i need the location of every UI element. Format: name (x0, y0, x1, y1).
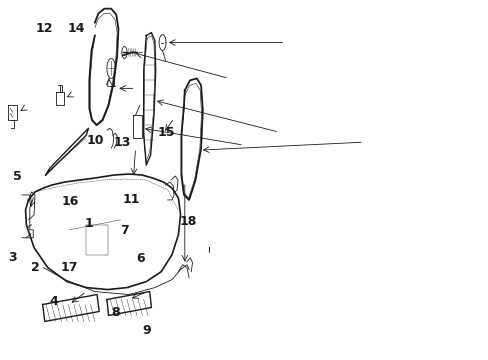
Text: 17: 17 (61, 261, 79, 274)
Text: 10: 10 (86, 134, 103, 147)
Text: 13: 13 (113, 136, 131, 149)
Text: 15: 15 (158, 126, 175, 139)
Text: 9: 9 (142, 324, 150, 337)
Text: 12: 12 (36, 22, 53, 35)
Text: 11: 11 (122, 193, 140, 206)
Text: 3: 3 (8, 251, 17, 264)
Text: 4: 4 (50, 296, 59, 309)
Text: 5: 5 (14, 170, 22, 183)
Text: 14: 14 (67, 22, 84, 35)
Text: 16: 16 (61, 195, 78, 208)
Text: 18: 18 (179, 215, 196, 228)
Text: 2: 2 (31, 261, 40, 274)
Text: 7: 7 (120, 224, 128, 237)
Text: 1: 1 (84, 216, 93, 230)
Text: 8: 8 (111, 306, 120, 319)
Text: 6: 6 (136, 252, 145, 265)
